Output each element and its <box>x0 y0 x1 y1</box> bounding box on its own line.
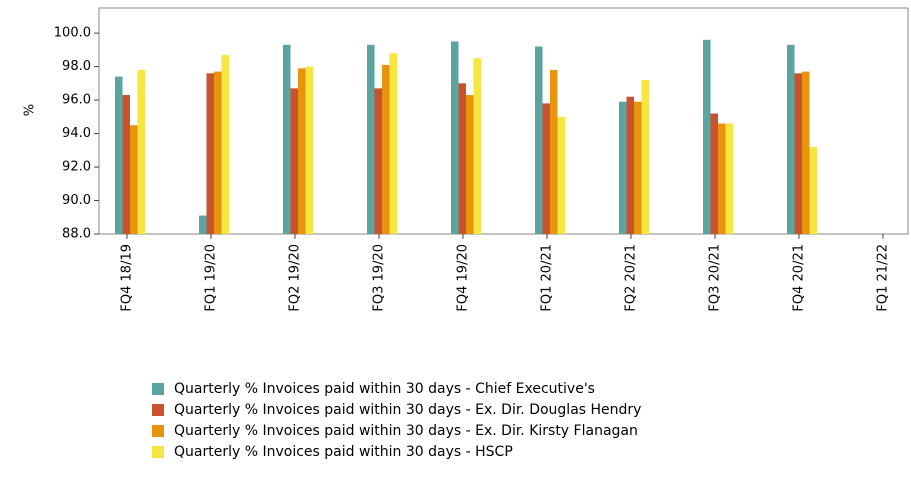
x-tick-label: FQ4 20/21 <box>792 244 807 312</box>
x-tick-label: FQ3 20/21 <box>708 244 723 312</box>
legend-label: Quarterly % Invoices paid within 30 days… <box>174 444 513 460</box>
bar <box>206 73 214 235</box>
legend-label: Quarterly % Invoices paid within 30 days… <box>174 423 638 439</box>
legend-label: Quarterly % Invoices paid within 30 days… <box>174 381 595 397</box>
bar <box>542 103 550 234</box>
y-axis-label: % <box>23 104 38 116</box>
y-tick-label: 98.0 <box>62 59 91 74</box>
bar <box>298 68 306 235</box>
bar <box>115 76 123 234</box>
legend-swatch <box>152 404 164 416</box>
bar <box>703 39 711 235</box>
y-tick-label: 88.0 <box>62 227 91 242</box>
bar <box>725 123 733 234</box>
y-tick-label: 92.0 <box>62 160 91 175</box>
bar <box>710 113 718 234</box>
bar <box>641 79 649 234</box>
y-tick-label: 90.0 <box>62 193 91 208</box>
bar <box>718 123 726 234</box>
y-tick-label: 100.0 <box>54 26 91 41</box>
bar <box>367 44 375 235</box>
x-tick-label: FQ1 20/21 <box>540 244 555 312</box>
x-tick-label: FQ4 18/19 <box>120 244 135 312</box>
x-tick-label: FQ3 19/20 <box>372 244 387 312</box>
plot-frame <box>98 7 909 235</box>
bar <box>137 69 145 235</box>
bar <box>809 146 817 234</box>
bar <box>221 54 229 235</box>
bar <box>787 44 795 235</box>
x-tick-label: FQ2 20/21 <box>624 244 639 312</box>
x-tick-label: FQ4 19/20 <box>456 244 471 312</box>
bar <box>374 88 382 234</box>
legend-swatch <box>152 425 164 437</box>
bar <box>283 44 291 235</box>
bar <box>382 64 390 234</box>
bar <box>634 101 642 235</box>
bar <box>290 88 298 234</box>
y-tick-label: 96.0 <box>62 93 91 108</box>
bar <box>451 41 459 235</box>
bar <box>389 53 397 235</box>
bar <box>130 125 138 234</box>
bar <box>466 95 474 234</box>
y-tick-label: 94.0 <box>62 126 91 141</box>
bar <box>794 73 802 235</box>
bar <box>550 69 558 235</box>
bar <box>557 116 565 234</box>
bar <box>214 71 222 235</box>
bar <box>802 71 810 235</box>
bar <box>473 58 481 234</box>
bar <box>626 96 634 235</box>
legend-swatch <box>152 383 164 395</box>
bar <box>199 215 207 234</box>
legend-label: Quarterly % Invoices paid within 30 days… <box>174 402 641 418</box>
bar <box>535 46 543 234</box>
legend-swatch <box>152 446 164 458</box>
bar <box>458 83 466 234</box>
x-tick-label: FQ2 19/20 <box>288 244 303 312</box>
bar <box>305 66 313 234</box>
x-tick-label: FQ1 21/22 <box>876 244 891 312</box>
bar <box>122 95 130 234</box>
legend: Quarterly % Invoices paid within 30 days… <box>152 381 641 460</box>
x-tick-label: FQ1 19/20 <box>204 244 219 312</box>
bar <box>619 101 627 235</box>
